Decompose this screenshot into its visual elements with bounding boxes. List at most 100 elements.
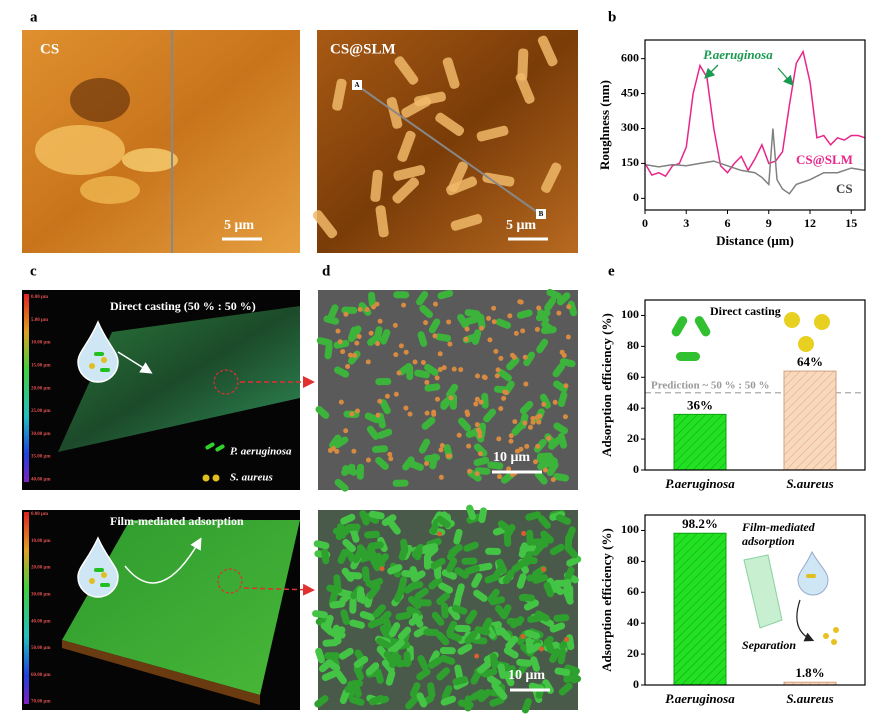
rod [549, 648, 561, 663]
coccus [434, 375, 440, 381]
rod [534, 610, 550, 622]
rod [494, 685, 508, 700]
panel-label: c [30, 263, 37, 279]
coccus [512, 419, 518, 425]
rod [416, 692, 428, 708]
y-tick-label: 600 [621, 50, 639, 64]
coccus [498, 406, 504, 412]
rod [428, 576, 443, 590]
coccus [343, 311, 349, 317]
rod [411, 543, 425, 559]
marker-label: A [354, 81, 359, 89]
coccus [486, 315, 492, 321]
rod [409, 682, 421, 698]
rod [326, 584, 343, 594]
coccus [565, 334, 571, 340]
colorbar [24, 294, 29, 482]
rod [523, 351, 536, 367]
coccus [432, 333, 438, 339]
coccus [487, 337, 493, 343]
y-axis-label: Adsorption efficiency (%) [599, 313, 614, 457]
rod [454, 567, 469, 579]
x-tick-label: 12 [804, 216, 816, 230]
x-tick-label: P.aeruginosa [665, 691, 735, 706]
rod [424, 363, 439, 376]
coccus [507, 313, 513, 319]
annotation: P.aeruginosa [703, 47, 773, 62]
rod [442, 57, 460, 89]
colorbar-label: 15.00 μm [31, 364, 51, 369]
rod [543, 452, 558, 465]
rod [556, 292, 571, 306]
annotation: adsorption [742, 534, 795, 548]
rod [379, 624, 391, 640]
rod [414, 587, 429, 600]
blob [80, 176, 140, 204]
rod [471, 329, 482, 346]
rod [388, 622, 401, 638]
value-label: 36% [687, 397, 713, 412]
rod [553, 380, 568, 393]
rod [565, 526, 576, 542]
coccus [509, 352, 515, 358]
rod [517, 48, 529, 81]
coccus [379, 566, 385, 572]
rod [315, 647, 325, 664]
rod [464, 309, 481, 318]
rod [446, 176, 478, 196]
coccus [478, 399, 484, 405]
rod [450, 214, 483, 231]
roi-circle [213, 369, 239, 395]
rod [454, 664, 464, 681]
rod [516, 309, 533, 319]
colorbar-label: 10.00 μm [31, 341, 51, 346]
panel-label: e [608, 263, 615, 279]
scale-label: 10 μm [493, 450, 530, 465]
rod [565, 674, 582, 683]
x-tick-label: 15 [845, 216, 857, 230]
rod [337, 523, 347, 539]
rod [563, 566, 575, 582]
colorbar-label: 0.00 μm [31, 295, 49, 300]
rod [340, 609, 350, 625]
coccus [446, 319, 452, 325]
rod [341, 463, 356, 476]
rod [521, 557, 538, 565]
colorbar [24, 512, 29, 704]
rod [566, 555, 582, 567]
clsm-slab [58, 306, 300, 452]
rod [553, 422, 569, 435]
rod [397, 130, 416, 162]
coccus [552, 399, 558, 405]
coccus [345, 364, 351, 370]
rod [334, 478, 349, 492]
coccus [343, 428, 349, 434]
coccus [523, 381, 529, 387]
rod [562, 578, 572, 595]
rod [494, 604, 508, 620]
image-label: CS [40, 41, 59, 57]
rod [436, 515, 451, 528]
coccus [374, 301, 380, 307]
rod [470, 669, 482, 685]
coccus [495, 367, 501, 373]
coccus [393, 352, 399, 358]
rod [564, 544, 579, 559]
image-title: Film-mediated adsorption [110, 514, 244, 528]
coccus [370, 304, 376, 310]
coccus [479, 325, 485, 331]
rod [400, 538, 409, 555]
rod [323, 315, 340, 325]
rod [356, 586, 365, 603]
afm-texture [312, 35, 562, 239]
scale-label: 5 μm [224, 218, 254, 233]
y-tick-label: 20 [627, 431, 639, 445]
panel-label: b [608, 9, 616, 25]
rod [511, 422, 525, 436]
rod [349, 696, 365, 706]
rod [533, 438, 547, 453]
rod [334, 366, 350, 378]
rod [464, 564, 480, 575]
rod [419, 305, 434, 319]
rod [368, 510, 385, 520]
